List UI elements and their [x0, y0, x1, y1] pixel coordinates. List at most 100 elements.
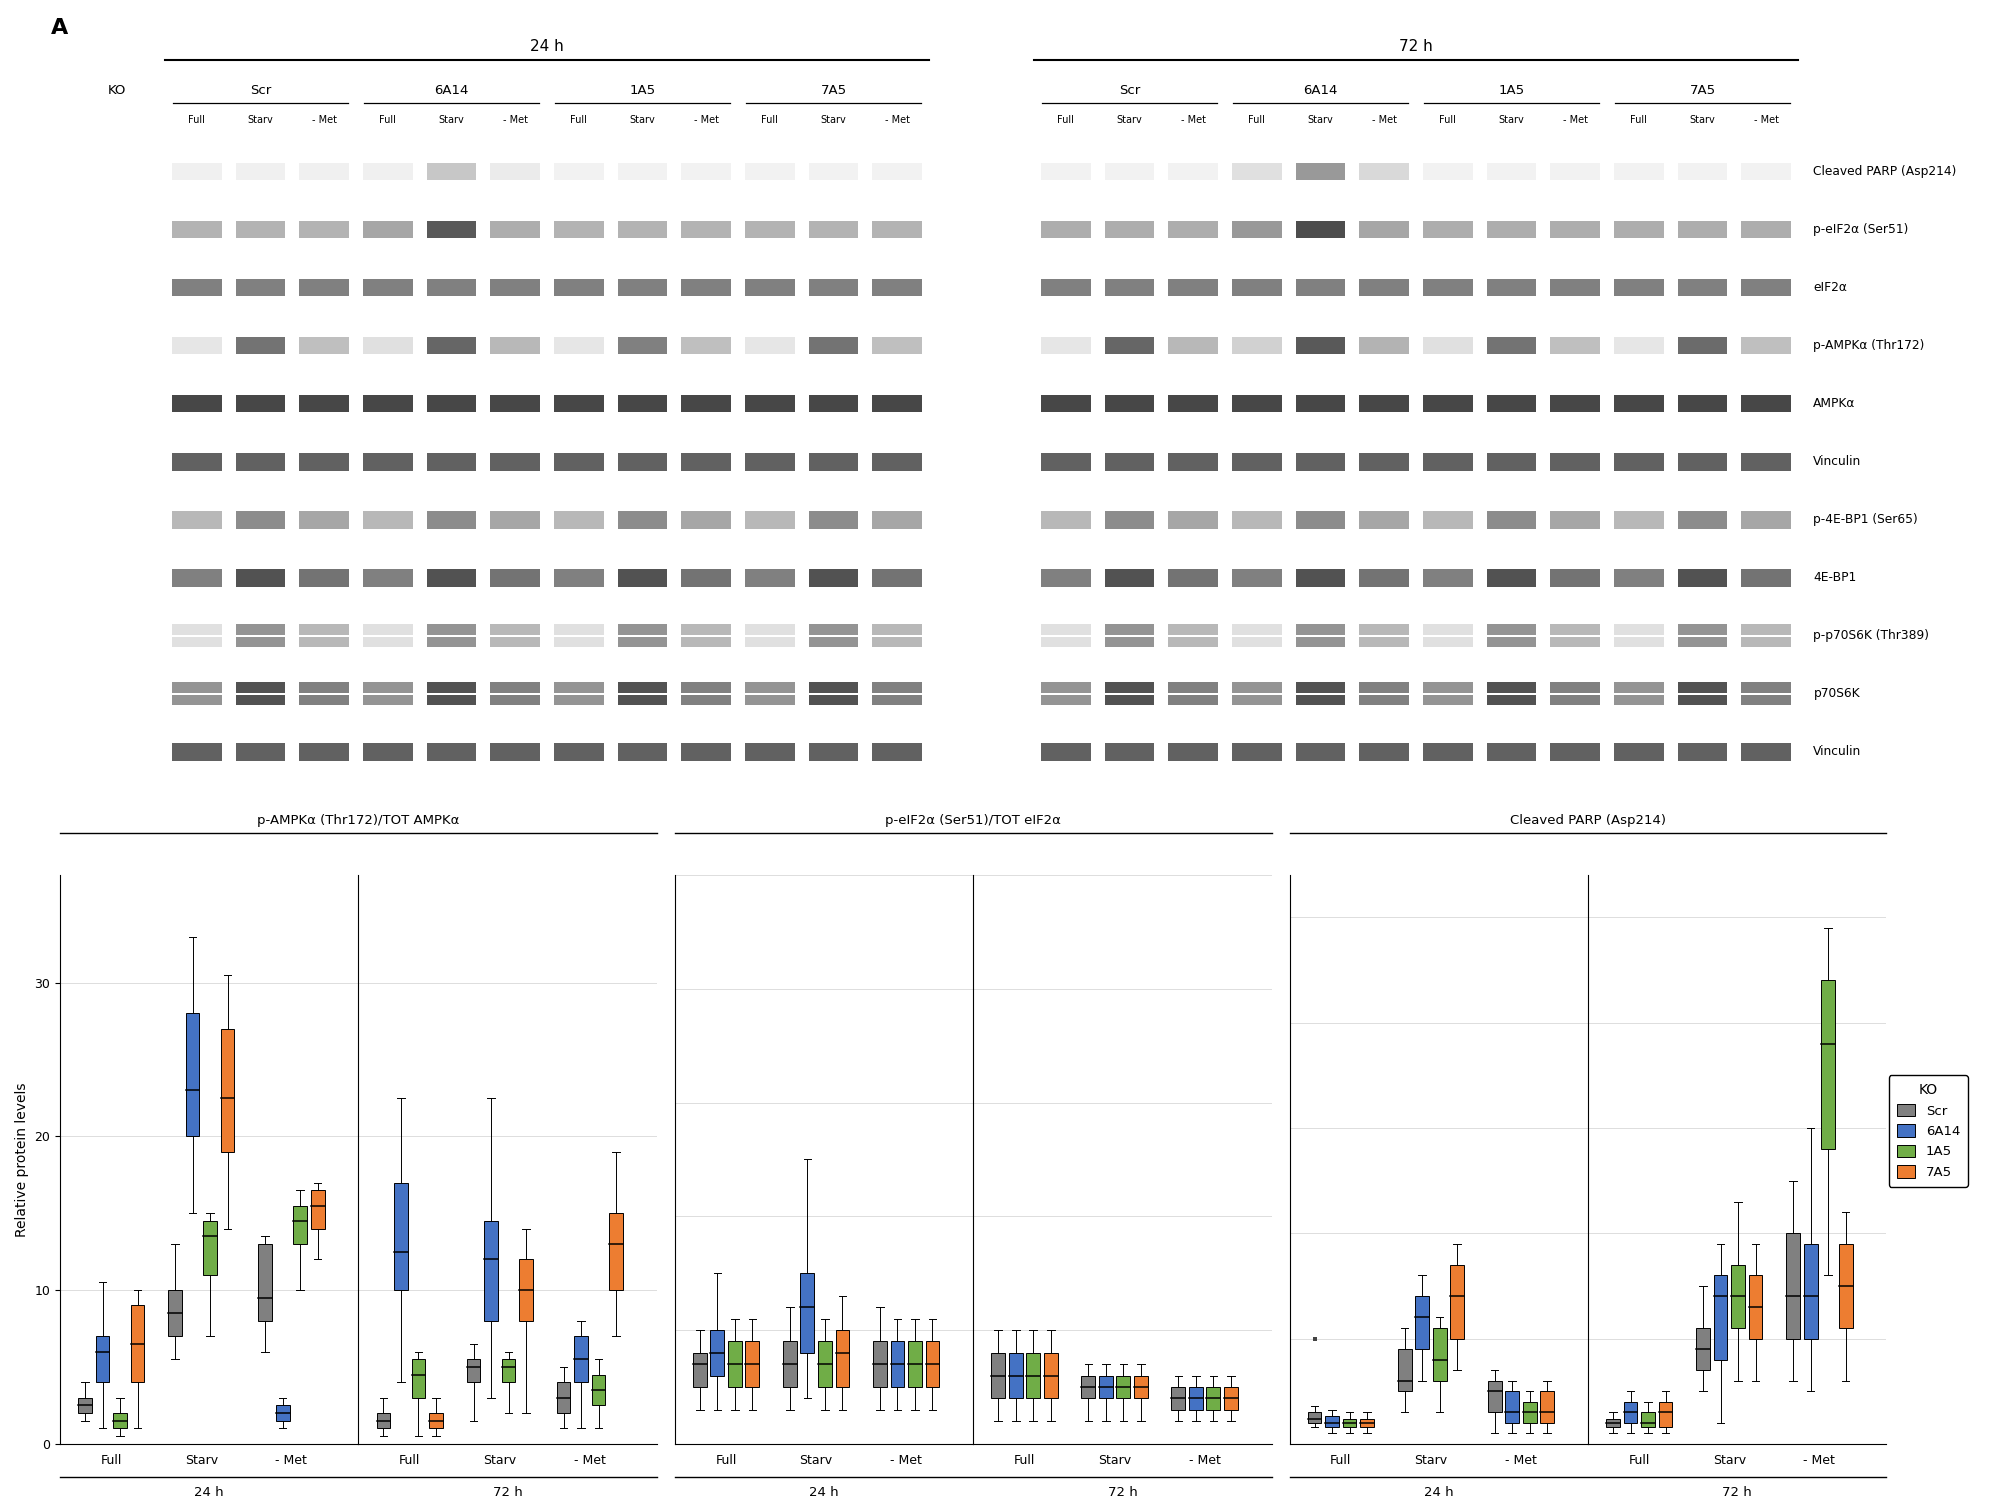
Text: eIF2α: eIF2α	[1814, 281, 1848, 295]
Bar	[1360, 1418, 1374, 1427]
Bar	[1168, 624, 1218, 635]
Bar	[872, 636, 922, 647]
Bar	[1550, 569, 1600, 587]
Bar	[1486, 743, 1536, 761]
Bar	[746, 743, 794, 761]
Bar	[1206, 1387, 1220, 1409]
Text: Starv: Starv	[820, 116, 846, 125]
Bar	[1360, 162, 1410, 180]
Bar	[300, 280, 350, 296]
Bar	[1424, 683, 1472, 693]
Bar	[1104, 396, 1154, 412]
Bar	[1424, 695, 1472, 705]
Bar	[746, 511, 794, 528]
Bar	[172, 280, 222, 296]
Bar	[1742, 695, 1792, 705]
Text: p-AMPKα (Thr172): p-AMPKα (Thr172)	[1814, 340, 1924, 352]
Bar	[1614, 280, 1664, 296]
Bar	[1732, 1265, 1744, 1328]
Bar	[1424, 743, 1472, 761]
Bar	[554, 695, 604, 705]
Bar	[1424, 569, 1472, 587]
Bar	[808, 221, 858, 239]
Bar	[1742, 743, 1792, 761]
Bar	[1116, 1376, 1130, 1399]
Bar	[1614, 337, 1664, 355]
Bar	[1168, 695, 1218, 705]
Bar	[1678, 695, 1728, 705]
Bar	[1742, 337, 1792, 355]
Bar	[1172, 1387, 1186, 1409]
Bar	[300, 695, 350, 705]
Bar	[490, 280, 540, 296]
Bar	[1104, 511, 1154, 528]
Bar	[836, 1330, 850, 1387]
Bar	[1360, 624, 1410, 635]
Bar	[1168, 337, 1218, 355]
Bar	[1486, 337, 1536, 355]
Bar	[554, 636, 604, 647]
Legend: Scr, 6A14, 1A5, 7A5: Scr, 6A14, 1A5, 7A5	[1888, 1075, 1968, 1187]
Text: Starv: Starv	[248, 116, 274, 125]
Bar	[364, 280, 412, 296]
Bar	[1678, 162, 1728, 180]
Y-axis label: Relative protein levels: Relative protein levels	[14, 1083, 28, 1236]
Bar	[236, 453, 286, 471]
Bar	[872, 743, 922, 761]
Bar	[490, 743, 540, 761]
Bar	[1424, 221, 1472, 239]
Bar	[710, 1330, 724, 1376]
Bar	[426, 221, 476, 239]
Bar	[682, 337, 732, 355]
Bar	[1042, 695, 1090, 705]
Bar	[1678, 221, 1728, 239]
Bar	[1742, 511, 1792, 528]
Bar	[236, 695, 286, 705]
Bar	[1614, 569, 1664, 587]
Bar	[1678, 743, 1728, 761]
Bar	[376, 1414, 390, 1429]
Text: 7A5: 7A5	[820, 84, 846, 96]
Bar	[1042, 280, 1090, 296]
Text: - Met: - Met	[1372, 116, 1396, 125]
Bar	[1296, 569, 1346, 587]
Bar	[168, 1290, 182, 1336]
Bar	[1168, 221, 1218, 239]
Bar	[236, 396, 286, 412]
Bar	[682, 569, 732, 587]
Bar	[1360, 695, 1410, 705]
Bar	[746, 569, 794, 587]
Bar	[1398, 1349, 1412, 1391]
Bar	[746, 453, 794, 471]
Bar	[364, 396, 412, 412]
Bar	[1550, 162, 1600, 180]
Bar	[618, 683, 668, 693]
Text: Scr: Scr	[250, 84, 272, 96]
Bar	[1232, 511, 1282, 528]
Text: - Met: - Met	[694, 116, 718, 125]
Bar	[1424, 624, 1472, 635]
Bar	[1550, 683, 1600, 693]
Bar	[1042, 396, 1090, 412]
Bar	[1614, 695, 1664, 705]
Bar	[236, 636, 286, 647]
Bar	[618, 337, 668, 355]
Bar	[682, 396, 732, 412]
Bar	[1486, 162, 1536, 180]
Bar	[1188, 1387, 1202, 1409]
Bar	[1838, 1244, 1852, 1328]
Bar	[1104, 453, 1154, 471]
Bar	[1042, 511, 1090, 528]
Bar	[1296, 280, 1346, 296]
Bar	[426, 280, 476, 296]
Bar	[682, 162, 732, 180]
Bar	[1360, 636, 1410, 647]
Bar	[1424, 453, 1472, 471]
Bar	[1614, 743, 1664, 761]
Bar	[1486, 221, 1536, 239]
Bar	[364, 221, 412, 239]
Bar	[300, 569, 350, 587]
Bar	[1042, 683, 1090, 693]
Text: Full: Full	[380, 116, 396, 125]
Bar	[1360, 683, 1410, 693]
